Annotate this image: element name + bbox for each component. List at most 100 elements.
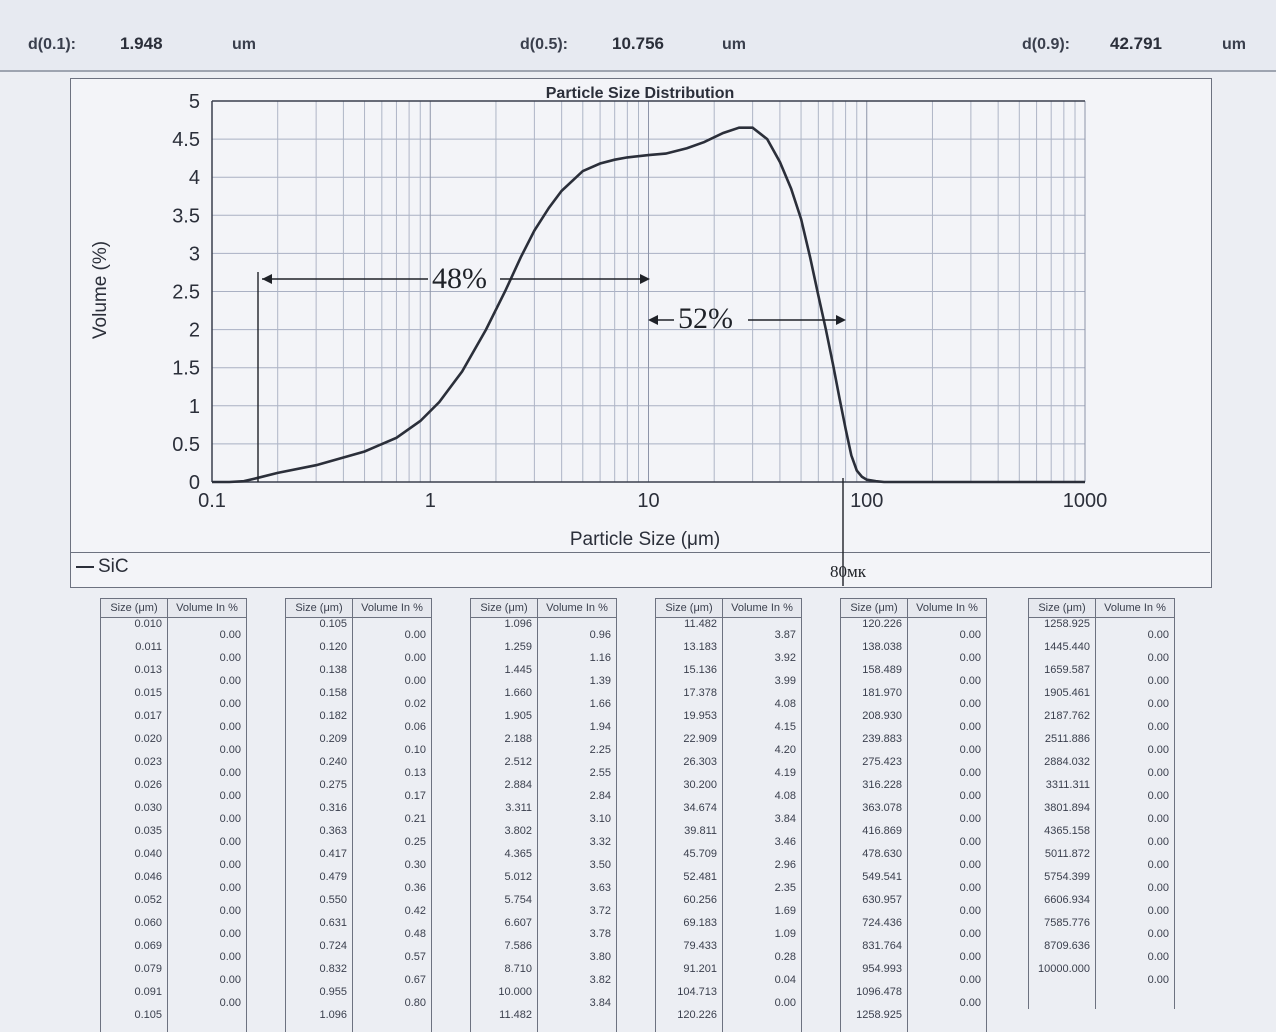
size-cell: 0.120 (285, 641, 353, 664)
volume-cell: 0.00 (1095, 779, 1175, 802)
volume-cell: 3.99 (722, 664, 802, 687)
table-row: 1905.461 0.00 (1028, 687, 1175, 710)
size-cell: 1258.925 (840, 1009, 908, 1032)
volume-cell: 0.00 (1095, 848, 1175, 871)
size-cell: 0.724 (285, 940, 353, 963)
table-row: 2884.032 0.00 (1028, 756, 1175, 779)
volume-cell: 0.04 (722, 963, 802, 986)
x-tick-label: 1000 (1063, 490, 1108, 512)
size-cell: 104.713 (655, 986, 723, 1009)
table-row: 104.713 0.00 (655, 986, 802, 1009)
size-cell: 3.311 (470, 802, 538, 825)
volume-cell: 0.00 (167, 664, 247, 687)
size-cell: 138.038 (840, 641, 908, 664)
volume-cell: 0.30 (352, 848, 432, 871)
d90-label: d(0.9): (1022, 36, 1070, 53)
table-row: 1.096 (285, 1009, 432, 1032)
size-cell: 208.930 (840, 710, 908, 733)
size-cell: 1445.440 (1028, 641, 1096, 664)
table-row: 13.183 3.92 (655, 641, 802, 664)
size-cell: 363.078 (840, 802, 908, 825)
size-cell: 0.023 (100, 756, 168, 779)
table-row: 4.365 3.50 (470, 848, 617, 871)
table-row: 1258.925 (840, 1009, 987, 1032)
volume-cell (907, 1009, 987, 1032)
volume-cell (537, 1009, 617, 1032)
table-row: 0.069 0.00 (100, 940, 247, 963)
table-row: 1659.587 0.00 (1028, 664, 1175, 687)
table-row: 0.550 0.42 (285, 894, 432, 917)
size-cell: 17.378 (655, 687, 723, 710)
size-cell: 0.030 (100, 802, 168, 825)
size-cell: 10.000 (470, 986, 538, 1009)
volume-cell: 3.50 (537, 848, 617, 871)
table-row: 549.541 0.00 (840, 871, 987, 894)
size-table-6: Size (μm) Volume In % 1258.925 0.00 1445.440… (1028, 598, 1175, 1009)
d10-label: d(0.1): (28, 36, 76, 53)
table-row: 2187.762 0.00 (1028, 710, 1175, 733)
size-cell: 0.182 (285, 710, 353, 733)
volume-column-header: Volume In % (1095, 598, 1175, 618)
size-table-3: Size (μm) Volume In % 1.096 0.96 1.259 1.16 1.… (470, 598, 617, 1032)
table-row: 3.311 3.10 (470, 802, 617, 825)
volume-cell: 0.00 (167, 894, 247, 917)
volume-cell: 0.00 (1095, 756, 1175, 779)
table-row: 69.183 1.09 (655, 917, 802, 940)
d10-unit: um (232, 36, 256, 53)
size-cell: 0.026 (100, 779, 168, 802)
table-row: 0.052 0.00 (100, 894, 247, 917)
size-cell: 0.363 (285, 825, 353, 848)
size-cell: 6606.934 (1028, 894, 1096, 917)
size-cell: 6.607 (470, 917, 538, 940)
size-cell: 831.764 (840, 940, 908, 963)
size-cell: 275.423 (840, 756, 908, 779)
size-cell: 0.035 (100, 825, 168, 848)
table-row: 831.764 0.00 (840, 940, 987, 963)
volume-cell: 0.00 (167, 641, 247, 664)
table-row: 0.010 0.00 (100, 617, 247, 641)
table-row: 0.138 0.00 (285, 664, 432, 687)
volume-cell: 0.00 (1095, 917, 1175, 940)
volume-cell: 0.00 (167, 617, 247, 641)
table-row: 2.512 2.55 (470, 756, 617, 779)
size-cell: 10000.000 (1028, 963, 1096, 986)
volume-cell: 0.00 (167, 687, 247, 710)
table-row: 1.905 1.94 (470, 710, 617, 733)
volume-cell: 0.10 (352, 733, 432, 756)
table-row: 0.724 0.57 (285, 940, 432, 963)
table-row: 158.489 0.00 (840, 664, 987, 687)
y-axis-label: Volume (%) (90, 241, 111, 339)
volume-cell: 2.84 (537, 779, 617, 802)
size-cell: 5.012 (470, 871, 538, 894)
table-row: 120.226 (655, 1009, 802, 1032)
table-row: 275.423 0.00 (840, 756, 987, 779)
x-tick-label: 1 (425, 490, 436, 512)
volume-cell: 3.82 (537, 963, 617, 986)
volume-cell: 4.20 (722, 733, 802, 756)
volume-cell: 1.66 (537, 687, 617, 710)
size-cell: 0.079 (100, 963, 168, 986)
volume-cell: 3.84 (537, 986, 617, 1009)
size-cell: 7.586 (470, 940, 538, 963)
volume-cell: 0.21 (352, 802, 432, 825)
volume-cell: 2.35 (722, 871, 802, 894)
size-cell: 239.883 (840, 733, 908, 756)
table-row: 34.674 3.84 (655, 802, 802, 825)
volume-cell: 3.72 (537, 894, 617, 917)
volume-cell: 0.00 (167, 825, 247, 848)
volume-column-header: Volume In % (537, 598, 617, 618)
table-row: 39.811 3.46 (655, 825, 802, 848)
volume-cell: 0.00 (907, 641, 987, 664)
x-tick-label: 0.1 (198, 490, 226, 512)
volume-cell: 0.06 (352, 710, 432, 733)
x-axis-label: Particle Size (μm) (570, 529, 720, 550)
volume-cell: 0.00 (1095, 687, 1175, 710)
size-cell: 0.240 (285, 756, 353, 779)
table-row: 0.060 0.00 (100, 917, 247, 940)
table-row: 416.869 0.00 (840, 825, 987, 848)
size-cell: 7585.776 (1028, 917, 1096, 940)
y-tick-label: 3.5 (172, 205, 200, 227)
summary-bar (0, 0, 1276, 72)
volume-cell: 0.00 (167, 986, 247, 1009)
table-row: 1.096 0.96 (470, 617, 617, 641)
